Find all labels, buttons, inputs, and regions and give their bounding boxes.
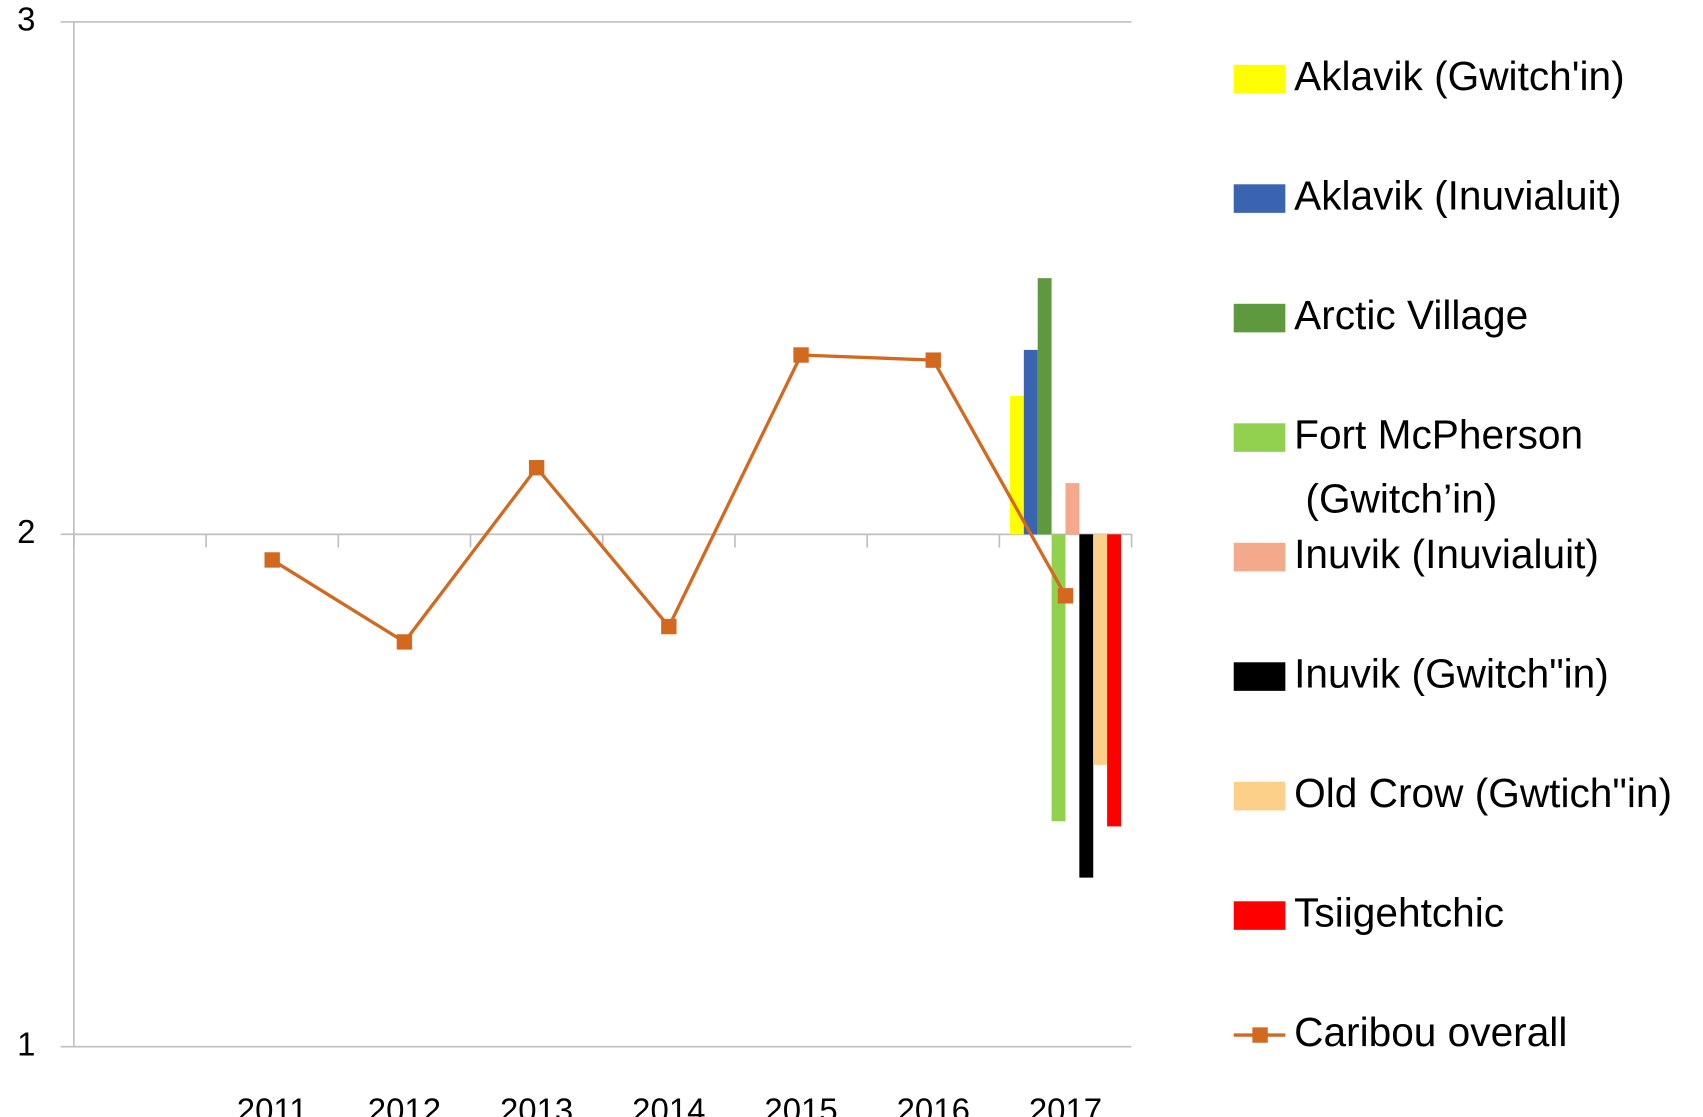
line-marker bbox=[264, 552, 280, 568]
legend-label: Old Crow (Gwtich"in) bbox=[1294, 770, 1672, 816]
legend-label: Aklavik (Gwitch'in) bbox=[1294, 53, 1625, 99]
bar bbox=[1065, 483, 1080, 535]
legend-swatch bbox=[1233, 662, 1286, 691]
legend-label: Arctic Village bbox=[1294, 292, 1528, 338]
legend-marker bbox=[1252, 1027, 1268, 1043]
line-marker bbox=[1057, 588, 1074, 604]
y-tick-label: 1 bbox=[17, 1025, 35, 1062]
line-marker bbox=[528, 460, 545, 476]
legend-swatch bbox=[1233, 901, 1286, 930]
bar bbox=[1023, 349, 1038, 535]
x-tick-label: 2013 bbox=[500, 1091, 573, 1117]
legend-label: Fort McPherson (Gwitch’in) bbox=[1294, 411, 1583, 521]
bar bbox=[1037, 278, 1052, 535]
x-tick-label: 2016 bbox=[897, 1091, 970, 1117]
y-tick-label: 3 bbox=[17, 1, 35, 38]
line-marker bbox=[793, 347, 809, 363]
legend-label: Inuvik (Gwitch"in) bbox=[1294, 650, 1609, 696]
line-marker bbox=[925, 352, 941, 368]
x-tick-label: 2015 bbox=[764, 1091, 837, 1117]
bar bbox=[1093, 534, 1108, 765]
legend-label: Inuvik (Inuvialuit) bbox=[1294, 531, 1599, 577]
bar bbox=[1051, 534, 1066, 822]
legend-swatch bbox=[1233, 781, 1286, 811]
y-tick-label: 2 bbox=[17, 513, 35, 550]
line bbox=[271, 353, 1067, 645]
legend-swatch bbox=[1233, 184, 1286, 213]
x-tick-label: 2014 bbox=[632, 1091, 705, 1117]
legend-swatch bbox=[1233, 64, 1286, 94]
legend-swatch bbox=[1233, 423, 1286, 452]
bar bbox=[1009, 395, 1024, 535]
legend-label: Caribou overall bbox=[1294, 1009, 1567, 1055]
bar bbox=[1107, 534, 1121, 827]
x-tick-label: 2012 bbox=[368, 1091, 441, 1117]
legend-swatch bbox=[1233, 303, 1286, 333]
legend-swatch bbox=[1233, 542, 1286, 572]
x-tick-label: 2017 bbox=[1029, 1091, 1102, 1117]
bar bbox=[1079, 534, 1094, 878]
legend-label: Tsiigehtchic bbox=[1294, 889, 1504, 935]
legend-label: Aklavik (Inuvialuit) bbox=[1294, 172, 1621, 218]
x-tick-label: 2011 bbox=[237, 1091, 308, 1117]
line-marker bbox=[396, 634, 413, 650]
line-marker bbox=[661, 618, 677, 635]
